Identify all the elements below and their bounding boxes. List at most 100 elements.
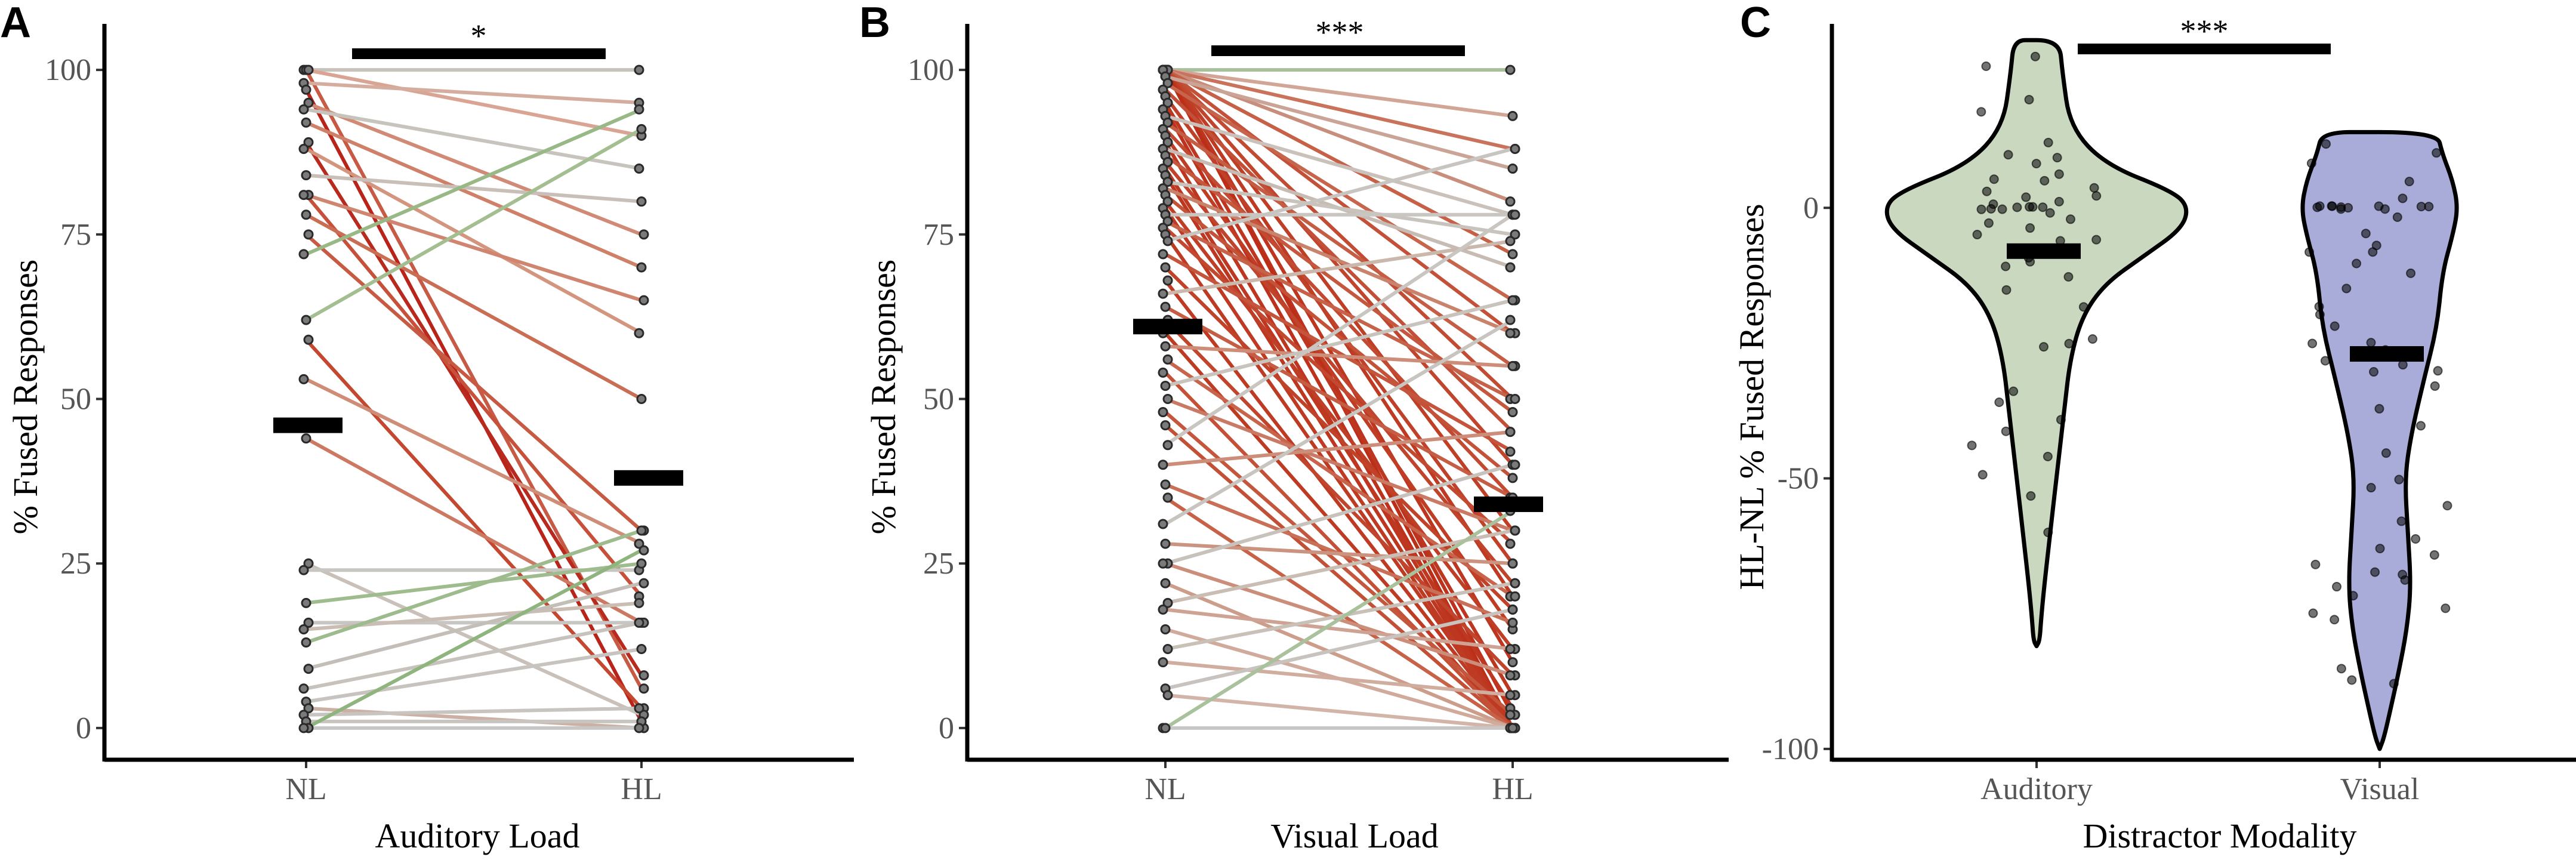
data-point (2038, 342, 2049, 352)
data-point (303, 229, 314, 240)
data-point (1160, 262, 1171, 273)
data-point (2394, 474, 2404, 485)
data-point (1158, 249, 1168, 260)
data-point (2432, 148, 2442, 158)
data-point (1510, 525, 1520, 536)
data-point (2398, 360, 2408, 370)
panel-a-xlabel: Auditory Load (375, 816, 579, 855)
y-tick-label: -50 (1778, 462, 1819, 496)
data-point (636, 124, 647, 134)
pair-line (306, 706, 642, 717)
pair-line (306, 706, 642, 730)
pair-line (1164, 226, 1514, 545)
data-point (2026, 491, 2036, 501)
data-point (2366, 338, 2376, 348)
data-point (2330, 615, 2340, 625)
data-point (1160, 624, 1171, 634)
data-point (2320, 356, 2330, 366)
x-tick-label: Visual (2340, 772, 2420, 806)
pair-line (1165, 529, 1513, 605)
data-point (2441, 603, 2451, 614)
data-point (2031, 159, 2041, 169)
data-point (1162, 78, 1173, 88)
pair-line (1165, 239, 1513, 296)
data-point (1981, 61, 1991, 71)
data-point (2063, 272, 2074, 282)
mean-bar (2007, 243, 2081, 259)
data-point (1507, 110, 1518, 121)
pair-line (1164, 279, 1514, 729)
data-point (634, 64, 644, 75)
pair-line (1164, 174, 1514, 729)
data-point (1505, 446, 1516, 457)
pair-line (1164, 68, 1514, 256)
pair-line (1164, 101, 1514, 696)
pair-line (1165, 147, 1513, 243)
data-point (298, 683, 309, 694)
pair-line (1164, 81, 1514, 302)
pair-line (306, 68, 642, 138)
data-point (2429, 550, 2439, 560)
data-point (1972, 230, 1982, 240)
data-point (1162, 275, 1173, 286)
data-point (2370, 567, 2380, 577)
data-point (2389, 679, 2399, 689)
data-point (301, 597, 311, 608)
data-point (636, 262, 647, 273)
pair-line (1165, 68, 1513, 151)
panel-c-violins (1884, 38, 2459, 751)
pair-line (1164, 220, 1514, 401)
data-point (2374, 403, 2384, 414)
data-point (638, 578, 649, 588)
pair-line (306, 581, 642, 671)
pair-line (1164, 424, 1514, 730)
data-point (2089, 183, 2099, 193)
data-point (2314, 301, 2324, 312)
pair-line (1164, 397, 1514, 532)
data-point (1505, 427, 1516, 437)
data-point (1983, 218, 1994, 228)
panel-b: B % Fused Responses Visual Load 0 25 50 75 1… (859, 0, 1729, 855)
data-point (2433, 366, 2443, 376)
data-point (2043, 451, 2053, 461)
data-point (1158, 460, 1168, 470)
data-point (1976, 107, 1986, 117)
panel-b-y-ticks: 0 25 50 75 100 (908, 53, 967, 745)
data-point (1967, 440, 1977, 451)
data-point (1158, 519, 1168, 529)
panel-a-x-ticks: NL HL (285, 760, 662, 806)
data-point (1976, 204, 1986, 214)
data-point (1160, 723, 1171, 733)
pair-line (305, 437, 643, 625)
data-point (1158, 367, 1168, 378)
data-point (1162, 177, 1173, 187)
pair-line (1164, 411, 1514, 717)
data-point (634, 104, 644, 115)
data-point (1507, 407, 1518, 418)
data-point (2045, 208, 2055, 218)
data-point (1162, 597, 1173, 608)
data-point (1507, 164, 1518, 174)
panel-c-significance-label: *** (2180, 13, 2229, 49)
data-point (1505, 196, 1516, 207)
data-point (2374, 201, 2384, 211)
data-point (1505, 644, 1516, 655)
pair-line (1164, 319, 1514, 677)
data-point (634, 164, 644, 174)
y-tick-label: 75 (60, 218, 91, 252)
pair-line (304, 338, 643, 710)
data-point (298, 624, 309, 634)
pair-line (305, 233, 643, 532)
data-point (2024, 94, 2034, 104)
data-point (2327, 201, 2337, 211)
data-point (1507, 558, 1518, 569)
mean-bar (2350, 346, 2424, 362)
pair-line (305, 121, 643, 269)
violin-visual (2300, 130, 2459, 751)
data-point (2065, 214, 2075, 224)
pair-line (1164, 371, 1514, 729)
panel-c-y-ticks: 0 -50 -100 (1762, 191, 1832, 766)
data-point (1162, 137, 1173, 147)
data-point (634, 597, 644, 608)
